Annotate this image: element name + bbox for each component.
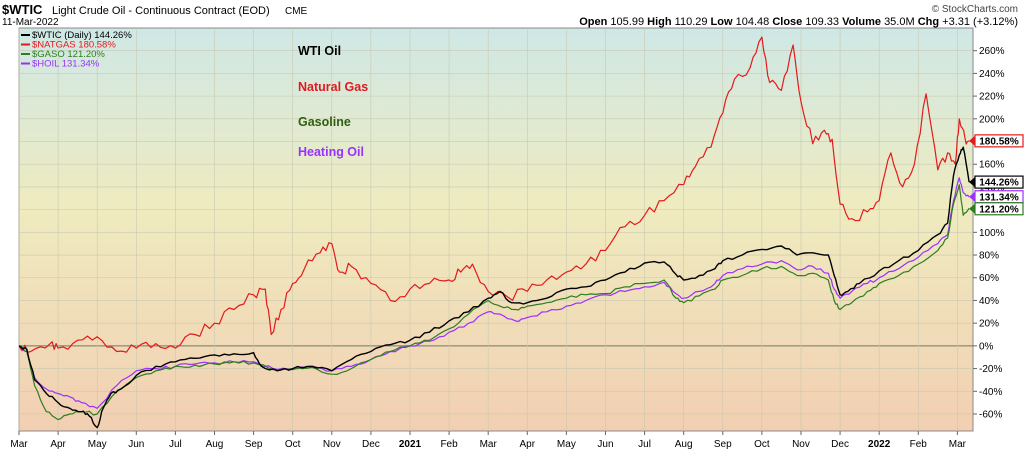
watermark: © StockCharts.com [932,4,1018,15]
chart-date: 11-Mar-2022 [2,17,59,28]
y-axis: -60%-40%-20%0%20%40%60%80%100%120%140%16… [973,46,1005,420]
x-tick-label: Aug [206,439,224,450]
y-tick-label: 40% [979,296,999,307]
last-value-text: 131.34% [979,192,1019,203]
annotation-label: WTI Oil [298,44,341,58]
x-tick-label: Mar [480,439,498,450]
x-tick-label: May [88,439,107,450]
close-value: 109.33 [805,16,839,28]
x-tick-label: Apr [519,439,535,450]
x-tick-label: Aug [675,439,693,450]
series-line [19,177,970,409]
close-label: Close [772,16,802,28]
annotations: WTI Oil Natural Gas Gasoline Heating Oil [298,44,368,159]
legend: $WTIC (Daily) 144.26%$NATGAS 180.58%$GAS… [21,30,132,70]
y-tick-label: 100% [979,228,1005,239]
series-line [19,36,970,353]
y-tick-label: 200% [979,114,1005,125]
last-value-pointer [969,177,975,188]
high-value: 110.29 [675,16,708,28]
low-label: Low [711,16,733,28]
x-tick-label: Jul [169,439,182,450]
y-tick-label: 80% [979,251,999,262]
last-value-text: 144.26% [979,178,1019,189]
chg-value: +3.31 (+3.12%) [942,16,1018,28]
chart-symbol: $WTIC [2,2,43,17]
open-label: Open [579,16,607,28]
x-tick-label: Apr [50,439,66,450]
chart-description: Light Crude Oil - Continuous Contract (E… [52,5,270,17]
x-tick-label: Sep [245,439,263,450]
last-value-label: 180.58% [969,134,1024,148]
y-tick-label: -40% [979,387,1002,398]
x-tick-label: Dec [831,439,849,450]
x-tick-label: Mar [949,439,967,450]
x-tick-label: Sep [714,439,732,450]
volume-label: Volume [842,16,881,28]
last-value-pointer [969,191,975,202]
legend-entry: $HOIL 131.34% [32,59,100,70]
y-tick-label: 220% [979,92,1005,103]
series-line [19,146,970,429]
x-tick-label: 2022 [868,439,891,450]
last-value-pointer [969,135,975,146]
x-tick-label: Mar [10,439,28,450]
annotation-label: Natural Gas [298,80,368,94]
series-lines [19,36,970,429]
high-label: High [647,16,672,28]
x-tick-label: Jun [128,439,144,450]
last-value-label: 121.20% [969,202,1024,216]
low-value: 104.48 [736,16,770,28]
legend-entry: $GASO 121.20% [32,49,105,60]
last-value-text: 180.58% [979,136,1019,147]
annotation-label: Heating Oil [298,145,364,159]
chg-label: Chg [918,16,939,28]
x-tick-label: Dec [362,439,380,450]
x-axis: Mar Apr May Jun Jul Aug Sep Oct Nov Dec 2021 Feb Mar… [10,431,967,450]
series-line [19,184,970,421]
plot-area [18,27,974,432]
volume-value: 35.0M [884,16,915,28]
y-tick-label: 60% [979,273,999,284]
y-tick-label: 160% [979,160,1005,171]
x-tick-label: Nov [792,439,810,450]
y-tick-label: 260% [979,46,1005,57]
x-tick-label: Jul [638,439,651,450]
x-tick-label: May [557,439,576,450]
last-value-label: 144.26% [969,175,1024,189]
legend-entry: $WTIC (Daily) 144.26% [32,30,132,41]
y-tick-label: -20% [979,364,1002,375]
y-tick-label: -60% [979,409,1002,420]
x-tick-label: Nov [323,439,341,450]
chart-exchange: CME [285,6,308,17]
last-value-text: 121.20% [979,204,1019,215]
y-tick-label: 0% [979,341,994,352]
quote-bar: Open 105.99 High 110.29 Low 104.48 Close… [579,16,1018,28]
x-tick-label: 2021 [399,439,422,450]
x-tick-label: Oct [754,439,770,450]
annotation-label: Gasoline [298,115,351,129]
y-tick-label: 240% [979,69,1005,80]
y-tick-label: 20% [979,319,999,330]
last-value-pointer [969,203,975,214]
x-tick-label: Jun [597,439,613,450]
last-value-label: 131.34% [969,190,1024,204]
legend-entry: $NATGAS 180.58% [32,40,116,51]
open-value: 105.99 [610,16,644,28]
x-tick-label: Oct [285,439,301,450]
x-tick-label: Feb [440,439,458,450]
last-value-labels: 180.58% 144.26% 131.34%121.20% [969,134,1024,216]
x-tick-label: Feb [910,439,928,450]
